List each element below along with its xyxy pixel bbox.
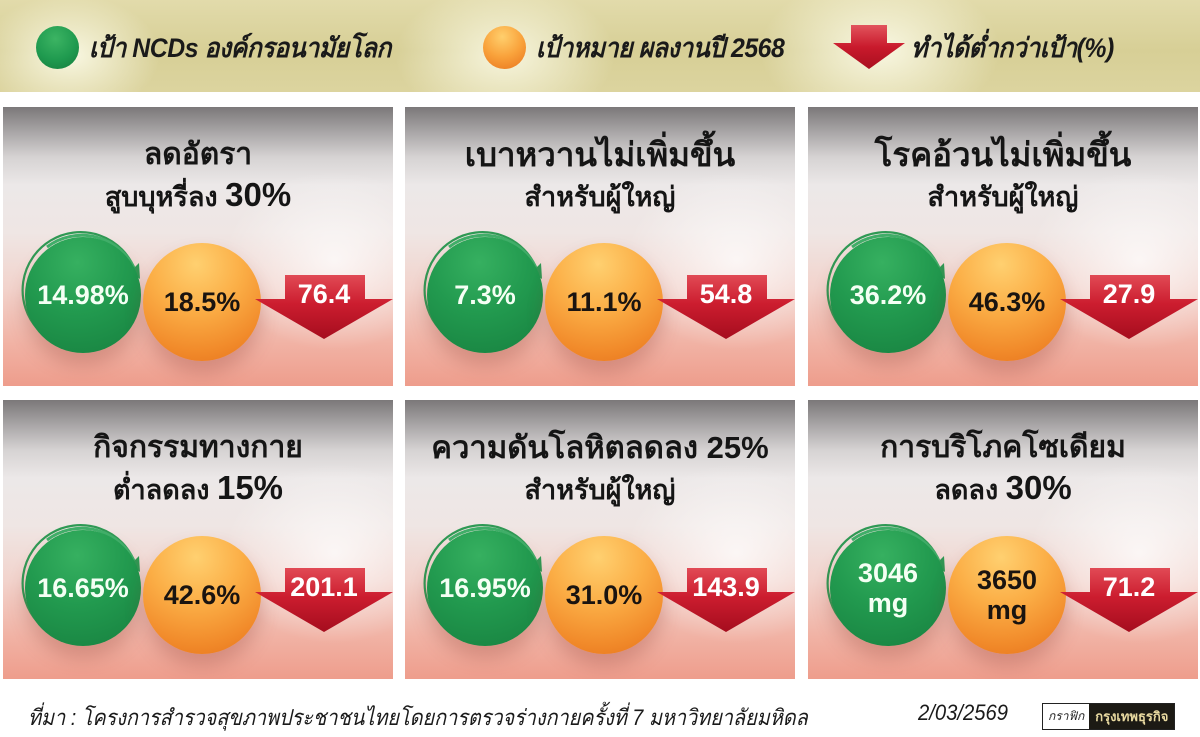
legend-result-label: เป้าหมาย ผลงานปี 2568 [536,32,785,63]
legend-result-2568: เป้าหมาย ผลงานปี 2568 [483,22,806,72]
title-line-2: สำหรับผู้ใหญ่ [927,182,1079,212]
source-note: ที่มา : โครงการสำรวจสุขภาพประชาชนไทยโดยก… [28,705,808,730]
panel-blood-pressure: ความดันโลหิตลดลง 25% สำหรับผู้ใหญ่ 16.95… [405,400,795,679]
panel-title: โรคอ้วนไม่เพิ่มขึ้น สำหรับผู้ใหญ่ [808,135,1198,217]
title-line-1: กิจกรรมทางกาย [93,431,303,464]
who-target-value: 16.65% [25,530,141,646]
orange-circle-icon [483,25,526,69]
legend-bar: เป้า NCDs องค์กรอนามัยโลก เป้าหมาย ผลงาน… [0,0,1200,92]
graphic-credit-logo: กราฟิก กรุงเทพธุรกิจ [1042,703,1176,730]
title-line-1: การบริโภคโซเดียม [880,431,1126,464]
who-target-value: 14.98% [25,237,141,353]
red-down-arrow-icon [1060,275,1198,339]
result-2568-value: 11.1% [545,243,663,361]
result-2568-value: 31.0% [545,536,663,654]
legend-who-label: เป้า NCDs องค์กรอนามัยโลก [89,32,391,63]
title-line-2: ต่ำลดลง 15% [112,469,284,506]
credit-label: กราฟิก [1043,704,1090,729]
panel-physical-activity: กิจกรรมทางกาย ต่ำลดลง 15% 16.65% 42.6% 2… [3,400,393,679]
publish-date: 2/03/2569 [918,700,1009,725]
who-target-value: 7.3% [427,237,543,353]
legend-who-target: เป้า NCDs องค์กรอนามัยโลก [36,22,417,72]
below-target-value: 71.2 [1102,572,1156,602]
red-down-arrow-icon [255,275,393,339]
below-target-value: 54.8 [699,279,753,309]
panel-title: กิจกรรมทางกาย ต่ำลดลง 15% [3,428,393,510]
panel-title: การบริโภคโซเดียม ลดลง 30% [808,428,1198,510]
panel-title: ลดอัตรา สูบบุหรี่ลง 30% [3,135,393,217]
panel-sodium: การบริโภคโซเดียม ลดลง 30% 3046 mg 3650 mg … [808,400,1198,679]
red-down-arrow-icon [657,275,795,339]
legend-below-target: ทำได้ต่ำกว่าเป้า(%) [833,22,1131,72]
result-2568-value: 3650 mg [948,536,1066,654]
result-2568-value: 18.5% [143,243,261,361]
title-line-1: ลดอัตรา [143,138,253,171]
title-line-1: ความดันโลหิตลดลง 25% [431,430,769,465]
red-down-arrow-icon [833,25,905,69]
title-line-1: โรคอ้วนไม่เพิ่มขึ้น [874,136,1132,173]
panel-title: ความดันโลหิตลดลง 25% สำหรับผู้ใหญ่ [405,428,795,510]
title-line-2: สูบบุหรี่ลง 30% [104,176,292,213]
below-target-value: 143.9 [692,572,760,602]
result-2568-value: 42.6% [143,536,261,654]
below-target-value: 76.4 [297,279,351,309]
credit-brand: กรุงเทพธุรกิจ [1089,704,1175,729]
panel-title: เบาหวานไม่เพิ่มขึ้น สำหรับผู้ใหญ่ [405,135,795,217]
red-down-arrow-icon [657,568,795,632]
panel-smoking: ลดอัตรา สูบบุหรี่ลง 30% 14.98% 18.5% 76.… [3,107,393,386]
result-2568-value: 46.3% [948,243,1066,361]
title-line-2: ลดลง 30% [934,469,1072,506]
who-target-value: 3046 mg [830,530,946,646]
below-target-value: 201.1 [290,572,358,602]
title-line-2: สำหรับผู้ใหญ่ [524,475,676,505]
panel-obesity: โรคอ้วนไม่เพิ่มขึ้น สำหรับผู้ใหญ่ 36.2% … [808,107,1198,386]
red-down-arrow-icon [255,568,393,632]
below-target-value: 27.9 [1102,279,1156,309]
title-line-2: สำหรับผู้ใหญ่ [524,182,676,212]
green-circle-icon [36,25,79,69]
legend-below-label: ทำได้ต่ำกว่าเป้า(%) [911,32,1114,63]
panel-diabetes: เบาหวานไม่เพิ่มขึ้น สำหรับผู้ใหญ่ 7.3% 1… [405,107,795,386]
title-line-1: เบาหวานไม่เพิ่มขึ้น [464,136,736,173]
who-target-value: 36.2% [830,237,946,353]
red-down-arrow-icon [1060,568,1198,632]
who-target-value: 16.95% [427,530,543,646]
